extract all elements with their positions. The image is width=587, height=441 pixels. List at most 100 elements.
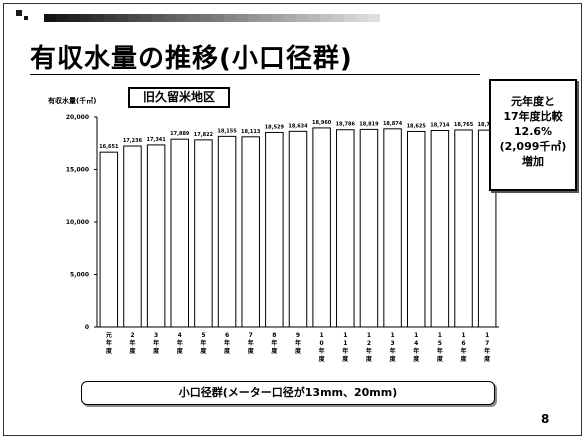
- header-gradient-segment: [176, 14, 188, 22]
- header-gradient-segment: [128, 14, 140, 22]
- data-label: 18,819: [359, 121, 379, 127]
- bar: [170, 138, 190, 328]
- header-gradient-segment: [236, 14, 248, 22]
- x-tick-label: 9 年度: [295, 332, 302, 355]
- y-tick-label: 10,000: [66, 219, 89, 226]
- callout-line: 増加: [522, 155, 544, 168]
- x-tick-label: 5 年度: [200, 332, 207, 355]
- header-gradient-segment: [92, 14, 104, 22]
- caption-box: 小口径群(メーター口径が13mm、20mm): [81, 381, 495, 405]
- bar: [336, 129, 355, 328]
- header-gradient-segment: [356, 14, 368, 22]
- header-gradient-segment: [188, 14, 200, 22]
- page-number: 8: [541, 412, 550, 426]
- slide: 有収水量の推移(小口径群) 有収水量(千㎥) 0 5,000 10,000 15,000…: [3, 3, 582, 436]
- header-gradient-segment: [296, 14, 308, 22]
- data-label: 18,529: [265, 124, 285, 130]
- x-tick-label: 3 年度: [153, 332, 160, 355]
- header-gradient-segment: [248, 14, 260, 22]
- bar: [217, 135, 237, 328]
- header-gradient-segment: [224, 14, 236, 22]
- x-tick-label: 1 4 年度: [413, 332, 420, 363]
- bar: [241, 136, 260, 328]
- bar: [454, 129, 473, 328]
- bar: [383, 128, 402, 328]
- y-axis-label: 有収水量(千㎥): [48, 96, 96, 105]
- bar: [123, 145, 142, 328]
- callout-line: (2,099千㎥): [499, 140, 567, 153]
- x-tick-label: 6 年度: [224, 332, 231, 355]
- x-tick-label: 1 1 年度: [342, 332, 349, 363]
- slide-title: 有収水量の推移(小口径群): [30, 44, 353, 74]
- callout-line: 元年度と: [511, 95, 555, 108]
- header-gradient-segment: [56, 14, 68, 22]
- header-gradient-segment: [260, 14, 272, 22]
- decorative-header-band: [16, 10, 380, 22]
- callout-line: 12.6%: [513, 125, 553, 138]
- bar: [99, 151, 119, 328]
- header-gradient-segment: [320, 14, 332, 22]
- header-gradient-segment: [332, 14, 344, 22]
- data-label: 17,889: [170, 131, 190, 137]
- header-gradient-segment: [308, 14, 320, 22]
- bar: [265, 131, 284, 328]
- bar: [359, 128, 379, 328]
- comparison-callout: 元年度と 17年度比較 12.6% (2,099千㎥) 増加: [489, 79, 577, 191]
- data-label: 17,236: [123, 138, 143, 144]
- data-label: 18,960: [312, 120, 332, 126]
- data-label: 18,750: [478, 122, 498, 128]
- y-tick-label: 20,000: [66, 114, 89, 121]
- header-gradient-segment: [80, 14, 92, 22]
- header-gradient-segment: [152, 14, 164, 22]
- data-label: 18,786: [336, 122, 356, 128]
- header-gradient-segment: [284, 14, 296, 22]
- header-gradient-segment: [68, 14, 80, 22]
- x-tick-label: 2 年度: [129, 332, 136, 355]
- x-tick-label: 7 年度: [248, 332, 255, 355]
- header-gradient-segment: [200, 14, 212, 22]
- x-tick-label: 1 0 年度: [319, 332, 326, 363]
- y-tick-label: 0: [85, 324, 89, 331]
- x-tick-label: 1 6 年度: [461, 332, 468, 363]
- y-tick-label: 5,000: [70, 272, 89, 279]
- bar: [430, 130, 450, 328]
- header-gradient-segment: [368, 14, 380, 22]
- bar: [406, 130, 426, 328]
- data-label: 17,822: [194, 132, 214, 138]
- data-label: 18,155: [217, 128, 237, 134]
- data-label: 18,765: [454, 122, 474, 128]
- bar: [194, 139, 213, 328]
- header-gradient-segment: [104, 14, 116, 22]
- y-tick-label: 15,000: [66, 167, 89, 174]
- bar: [288, 130, 308, 328]
- bar: [146, 144, 166, 328]
- header-square: [24, 16, 28, 20]
- data-label: 18,625: [407, 123, 427, 129]
- x-tick-label: 1 7 年度: [484, 332, 491, 363]
- data-label: 18,634: [288, 123, 308, 129]
- data-label: 18,113: [241, 129, 261, 135]
- title-underline: [30, 74, 480, 75]
- header-gradient-segment: [44, 14, 56, 22]
- header-gradient-segment: [344, 14, 356, 22]
- header-gradient-segment: [140, 14, 152, 22]
- header-gradient-segment: [272, 14, 284, 22]
- data-label: 18,874: [383, 121, 403, 127]
- data-label: 18,714: [430, 123, 450, 129]
- x-tick-label: 8 年度: [271, 332, 278, 355]
- callout-line: 17年度比較: [503, 110, 563, 123]
- x-tick-label: 1 3 年度: [390, 332, 397, 363]
- bar: [312, 127, 331, 328]
- x-tick-label: 1 5 年度: [437, 332, 444, 363]
- x-tick-label: 元年度: [106, 332, 113, 355]
- header-gradient-segment: [212, 14, 224, 22]
- bar-chart: 有収水量(千㎥) 0 5,000 10,000 15,000 20,000 16,651 元年…: [48, 96, 499, 363]
- x-tick-label: 4 年度: [177, 332, 184, 355]
- data-label: 17,341: [146, 137, 166, 143]
- x-tick-label: 1 2 年度: [366, 332, 373, 363]
- data-label: 16,651: [99, 144, 119, 150]
- header-square: [16, 10, 22, 16]
- header-gradient-segment: [116, 14, 128, 22]
- header-gradient-segment: [164, 14, 176, 22]
- region-label: 旧久留米地区: [128, 87, 230, 108]
